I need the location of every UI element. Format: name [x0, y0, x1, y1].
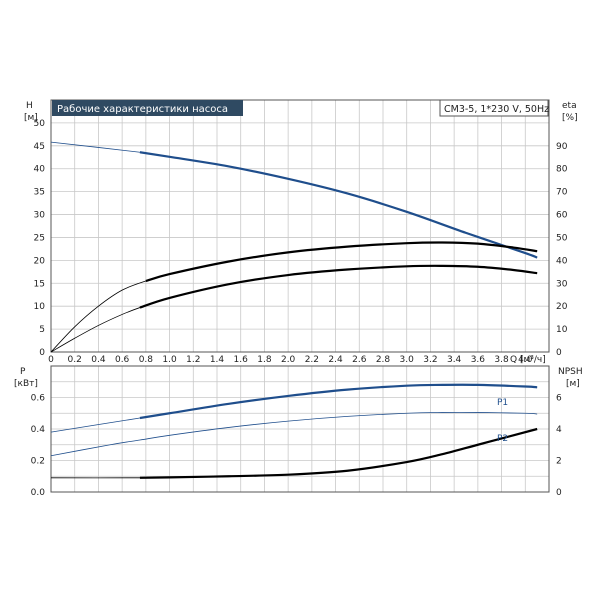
y-left-tick-label: 30 [34, 211, 46, 221]
x-tick-label: 0.6 [115, 355, 130, 365]
top-series-0-line [50, 141, 538, 258]
y-left-tick-label: 0.6 [31, 394, 46, 404]
y-right-tick-label: 2 [556, 457, 562, 467]
top-series-2-line [50, 265, 538, 353]
x-axis-label: Q [м³/ч] [510, 355, 546, 365]
top-series-2-operating-range [139, 264, 538, 309]
y-right-unit-bottom: [м] [566, 379, 580, 389]
y-left-tick-label: 35 [34, 188, 45, 198]
x-tick-label: 2.0 [281, 355, 296, 365]
x-tick-label: 2.8 [376, 355, 391, 365]
pump-info-text: CM3-5, 1*230 V, 50Hz [444, 104, 549, 115]
x-tick-label: 4.0 [518, 355, 533, 365]
y-right-tick-label: 0 [556, 488, 562, 498]
series-label-p2: P2 [497, 434, 508, 444]
chart-title: Рабочие характеристики насоса [57, 104, 228, 115]
top-series-1-operating-range [145, 241, 538, 283]
bottom-series-2-operating-range [139, 427, 538, 479]
x-tick-label: 1.6 [234, 355, 249, 365]
y-left-tick-label: 10 [34, 302, 46, 312]
y-left-label-bottom: P [20, 367, 26, 377]
bottom-chart-series [50, 383, 538, 479]
top-chart-ticks: 0 5 10 15 20 25 30 35 40 45 50 0 10 20 30 40 50 60 70 80 90 [34, 119, 568, 358]
y-right-tick-label: 4 [556, 425, 562, 435]
y-right-tick-label: 10 [556, 325, 568, 335]
y-left-tick-label: 0.2 [31, 457, 45, 467]
y-right-tick-label: 30 [556, 279, 568, 289]
x-tick-label: 3.6 [471, 355, 486, 365]
x-tick-label: 2.4 [328, 355, 343, 365]
y-left-tick-label: 0 [39, 348, 45, 358]
y-left-tick-label: 25 [34, 233, 45, 243]
y-right-tick-label: 40 [556, 256, 568, 266]
y-right-tick-label: 20 [556, 302, 568, 312]
x-tick-label: 3.0 [400, 355, 415, 365]
y-right-tick-label: 0 [556, 348, 562, 358]
y-right-label-bottom: NPSH [558, 367, 583, 377]
bottom-series-1-line [50, 411, 538, 457]
x-tick-label: 1.0 [162, 355, 177, 365]
y-left-tick-label: 0.4 [31, 425, 46, 435]
top-chart-frame [50, 99, 550, 353]
x-tick-label: 0.2 [68, 355, 82, 365]
y-left-tick-label: 15 [34, 279, 45, 289]
x-tick-label: 1.4 [210, 355, 225, 365]
x-tick-label: 3.4 [447, 355, 462, 365]
x-tick-label: 3.2 [423, 355, 437, 365]
x-tick-label: 0.8 [139, 355, 154, 365]
y-left-unit-top: [м] [24, 113, 38, 123]
y-left-unit-bottom: [кВт] [14, 379, 38, 389]
y-right-tick-label: 6 [556, 394, 562, 404]
y-left-tick-label: 50 [34, 119, 46, 129]
x-tick-label: 1.8 [257, 355, 272, 365]
y-right-unit-top: [%] [562, 113, 578, 123]
x-tick-label: 1.2 [186, 355, 200, 365]
y-left-tick-label: 40 [34, 165, 46, 175]
pump-info-box [439, 99, 549, 117]
top-chart-grid [50, 99, 550, 353]
y-left-tick-label: 0.0 [31, 488, 46, 498]
series-label-p1: P1 [497, 398, 508, 408]
bottom-series-0-line [50, 384, 538, 433]
y-left-tick-label: 20 [34, 256, 46, 266]
y-left-tick-label: 5 [39, 325, 45, 335]
bottom-series-2-line [50, 428, 538, 479]
y-right-tick-label: 70 [556, 188, 568, 198]
bottom-chart-frame [50, 365, 550, 493]
x-tick-label: 0 [48, 355, 54, 365]
bottom-series-0-operating-range [139, 383, 538, 420]
x-tick-label: 2.6 [352, 355, 367, 365]
y-right-tick-label: 50 [556, 233, 568, 243]
x-tick-label: 2.2 [305, 355, 319, 365]
x-tick-label: 3.8 [494, 355, 509, 365]
chart-title-box [52, 100, 243, 116]
bottom-chart-ticks: 0.0 0.2 0.4 0.6 0 2 4 6 [31, 394, 562, 499]
top-series-1-line [50, 242, 538, 353]
y-left-label-top: H [26, 101, 33, 111]
y-right-tick-label: 60 [556, 211, 568, 221]
top-chart-series [50, 141, 538, 353]
y-right-tick-label: 80 [556, 165, 568, 175]
y-right-tick-label: 90 [556, 142, 568, 152]
x-tick-label: 0.4 [91, 355, 106, 365]
x-axis-ticks: 0 0.2 0.4 0.6 0.8 1.0 1.2 1.4 1.6 1.8 2.0 2.2 2.4 2.6… [48, 355, 533, 365]
y-right-label-top: eta [562, 101, 577, 111]
y-left-tick-label: 45 [34, 142, 45, 152]
